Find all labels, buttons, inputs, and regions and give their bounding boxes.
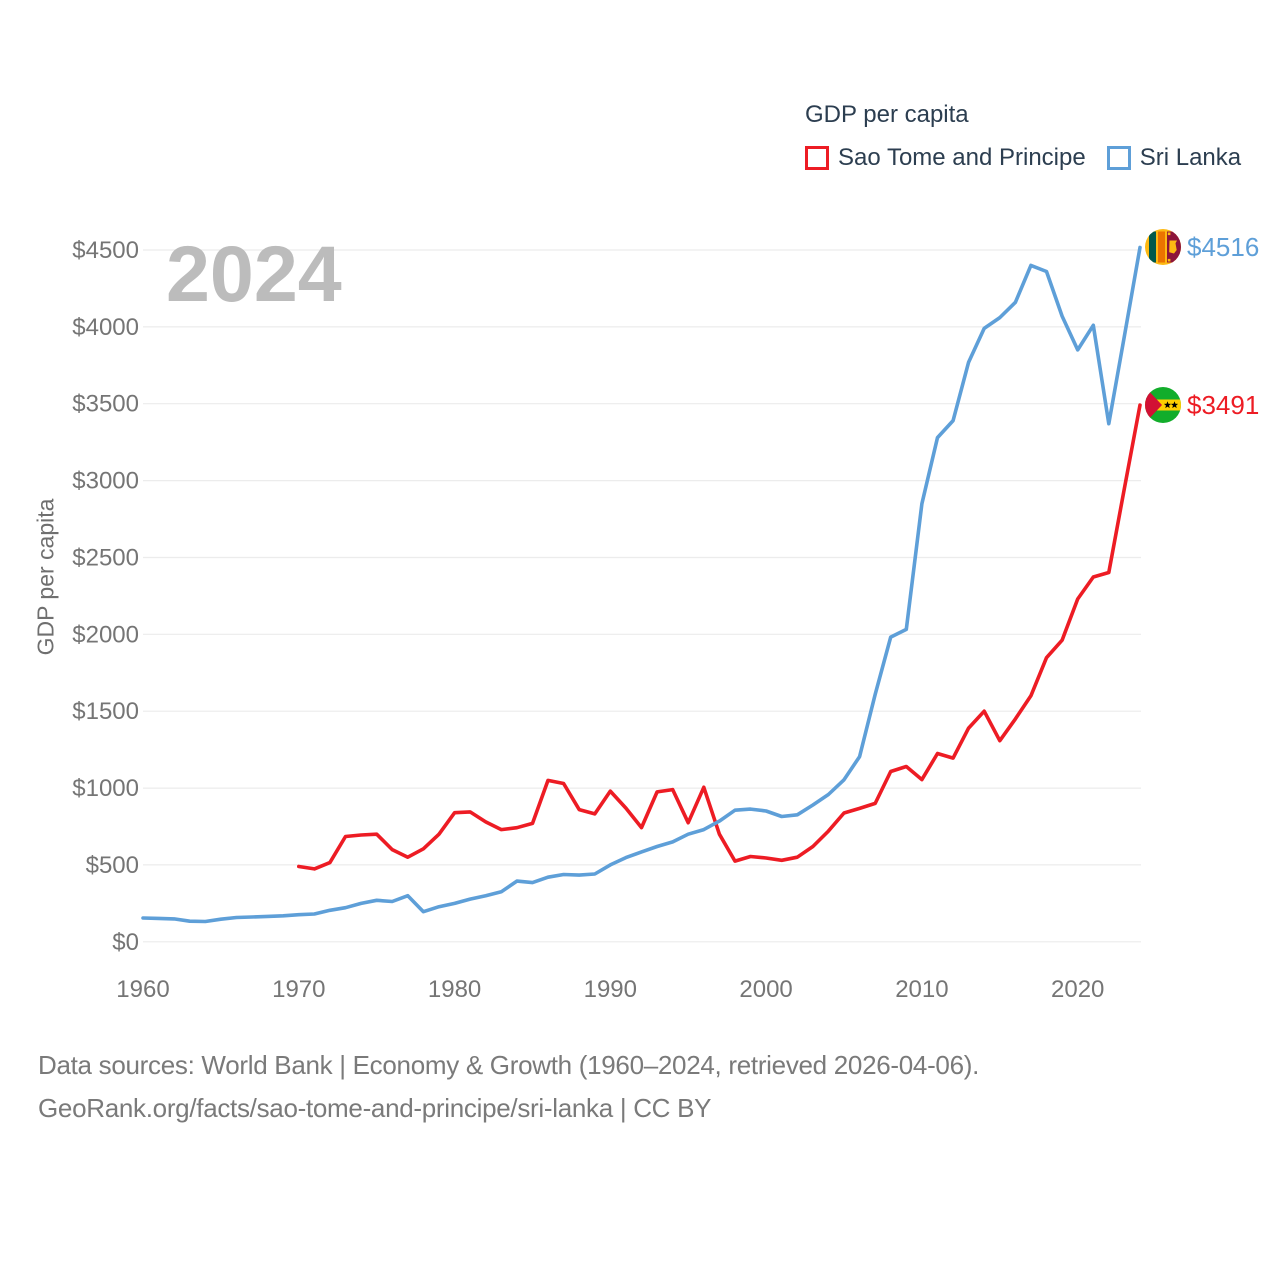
sao-tome-swatch-icon xyxy=(805,146,829,170)
series-line-sri-lanka xyxy=(141,245,1142,924)
axis-tick-labels: $0 $500 $1000 $1500 $2000 $2500 $3000 $3500 $400… xyxy=(72,237,1104,1003)
x-tick-label: 1980 xyxy=(428,976,481,1003)
source-note: Data sources: World Bank | Economy & Gro… xyxy=(38,1044,979,1130)
y-tick-label: $2000 xyxy=(72,621,139,648)
x-tick-label: 2000 xyxy=(739,976,792,1003)
series-line-sao-tome-and-principe xyxy=(296,403,1142,871)
y-tick-label: $4500 xyxy=(72,237,139,264)
legend: GDP per capita Sao Tome and Principe Sri… xyxy=(805,101,1241,172)
source-line-2: GeoRank.org/facts/sao-tome-and-principe/… xyxy=(38,1093,712,1123)
sri-lanka-flag-icon xyxy=(1145,229,1181,265)
legend-items: Sao Tome and Principe Sri Lanka xyxy=(805,144,1241,172)
legend-item-sri-lanka[interactable]: Sri Lanka xyxy=(1106,144,1242,172)
x-tick-label: 2010 xyxy=(895,976,948,1003)
source-line-1: Data sources: World Bank | Economy & Gro… xyxy=(38,1050,980,1080)
y-tick-label: $3500 xyxy=(72,391,139,418)
sri-lanka-end-value: $4516 xyxy=(1187,231,1260,262)
series-lines xyxy=(141,245,1142,924)
sri-lanka-swatch-icon xyxy=(1106,146,1131,170)
y-axis-title: GDP per capita xyxy=(32,498,59,656)
y-tick-label: $2500 xyxy=(72,545,139,572)
y-tick-label: $1500 xyxy=(72,698,139,725)
sao-tome-end-value: $3491 xyxy=(1187,389,1260,420)
sao-tome-end-label: $3491 xyxy=(1145,387,1259,423)
x-tick-label: 1990 xyxy=(584,976,637,1003)
y-tick-label: $4000 xyxy=(72,314,139,341)
watermark-year: 2024 xyxy=(166,229,342,318)
legend-title: GDP per capita xyxy=(805,101,969,128)
x-tick-label: 1960 xyxy=(116,976,169,1003)
gridlines xyxy=(143,249,1141,943)
y-tick-label: $1000 xyxy=(72,775,139,802)
y-tick-label: $0 xyxy=(112,929,139,956)
sri-lanka-end-label: $4516 xyxy=(1145,229,1259,265)
sao-tome-flag-icon xyxy=(1145,387,1181,423)
legend-label-sri-lanka: Sri Lanka xyxy=(1139,144,1242,171)
y-tick-label: $500 xyxy=(86,852,139,879)
x-tick-label: 1970 xyxy=(272,976,325,1003)
y-tick-label: $3000 xyxy=(72,468,139,495)
legend-label-sao-tome: Sao Tome and Principe xyxy=(838,144,1086,171)
x-tick-label: 2020 xyxy=(1051,976,1104,1003)
legend-item-sao-tome-and-principe[interactable]: Sao Tome and Principe xyxy=(805,144,1086,172)
